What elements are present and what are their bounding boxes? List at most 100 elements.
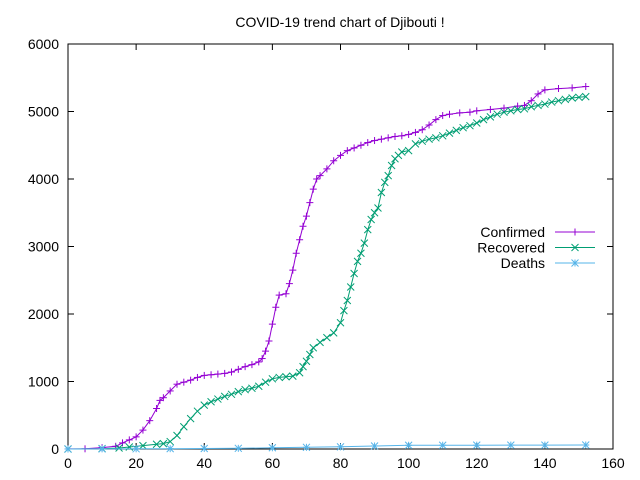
data-point (391, 132, 399, 140)
data-point (336, 442, 345, 451)
data-point (261, 378, 270, 387)
data-point (299, 362, 307, 371)
x-tick-label: 160 (601, 455, 625, 471)
data-point (363, 225, 372, 234)
data-point (466, 108, 474, 116)
data-point (295, 368, 304, 377)
x-tick-label: 140 (533, 455, 557, 471)
data-point (527, 97, 535, 105)
y-tick-label: 1000 (28, 374, 59, 390)
chart-title: COVID-19 trend chart of Djibouti ! (235, 14, 444, 30)
data-point (152, 440, 161, 449)
data-point (500, 104, 508, 112)
data-point (397, 148, 406, 156)
data-point (221, 369, 229, 377)
data-point (425, 135, 433, 144)
data-point (159, 394, 167, 402)
data-point (398, 132, 406, 140)
data-point (371, 137, 379, 145)
legend-entry-deaths: Deaths (501, 255, 595, 271)
data-point (575, 93, 583, 102)
x-tick-label: 80 (333, 455, 349, 471)
data-point (214, 370, 222, 378)
data-point (541, 86, 549, 94)
data-point (364, 139, 372, 147)
legend-label: Recovered (477, 240, 545, 256)
x-tick-label: 60 (265, 455, 281, 471)
data-point (357, 249, 365, 258)
data-point (305, 350, 314, 359)
legend-swatch-marker (571, 228, 579, 236)
data-point (534, 90, 542, 98)
data-point (166, 387, 174, 395)
data-point (582, 83, 590, 91)
data-point (200, 444, 209, 453)
x-tick-label: 100 (397, 455, 421, 471)
data-point (282, 372, 290, 381)
data-point (561, 95, 570, 104)
data-point (438, 131, 447, 140)
data-point (330, 157, 338, 165)
data-point (374, 204, 382, 212)
data-point (282, 290, 290, 298)
data-point (438, 441, 447, 450)
data-point (115, 444, 123, 452)
y-tick-label: 0 (51, 441, 59, 457)
data-point (418, 126, 426, 134)
data-point (316, 338, 324, 347)
data-point (456, 109, 464, 117)
data-point (555, 85, 562, 93)
data-point (568, 84, 576, 92)
data-point (200, 371, 208, 379)
data-point (268, 374, 277, 383)
data-point (309, 185, 317, 193)
data-point (207, 371, 215, 379)
data-point (200, 401, 209, 409)
data-point (323, 333, 331, 342)
x-tick-label: 0 (64, 455, 72, 471)
data-point (268, 443, 277, 452)
data-point (255, 358, 263, 366)
data-point (166, 444, 175, 453)
data-point (186, 414, 195, 423)
data-point (581, 441, 590, 449)
data-point (193, 373, 201, 381)
data-point (367, 215, 376, 224)
data-point (288, 372, 297, 380)
data-point (353, 257, 362, 266)
data-point (241, 363, 249, 371)
data-point (514, 102, 522, 110)
data-point (228, 368, 235, 376)
data-point (473, 107, 481, 115)
legend-entry-confirmed: Confirmed (480, 224, 595, 240)
legend-label: Confirmed (480, 224, 545, 240)
data-point (241, 385, 249, 394)
data-point (357, 141, 365, 149)
data-point (493, 110, 502, 119)
data-point (329, 329, 338, 337)
data-point (258, 355, 266, 363)
data-point (384, 134, 392, 142)
data-point (411, 140, 420, 148)
data-point (313, 175, 321, 183)
data-point (187, 376, 195, 384)
data-point (568, 94, 576, 102)
y-tick-label: 6000 (28, 36, 59, 52)
legend-swatch-marker (571, 259, 579, 267)
data-point (139, 441, 147, 450)
data-point (262, 347, 270, 355)
data-point (302, 212, 310, 220)
data-point (98, 445, 106, 453)
data-point (404, 441, 413, 450)
data-point (254, 382, 263, 391)
data-point (411, 128, 419, 136)
series-deaths (64, 441, 590, 453)
data-point (265, 337, 273, 345)
data-point (248, 384, 256, 393)
data-point (336, 318, 345, 327)
data-point (452, 126, 461, 135)
data-point (214, 395, 222, 403)
data-point (377, 188, 386, 197)
